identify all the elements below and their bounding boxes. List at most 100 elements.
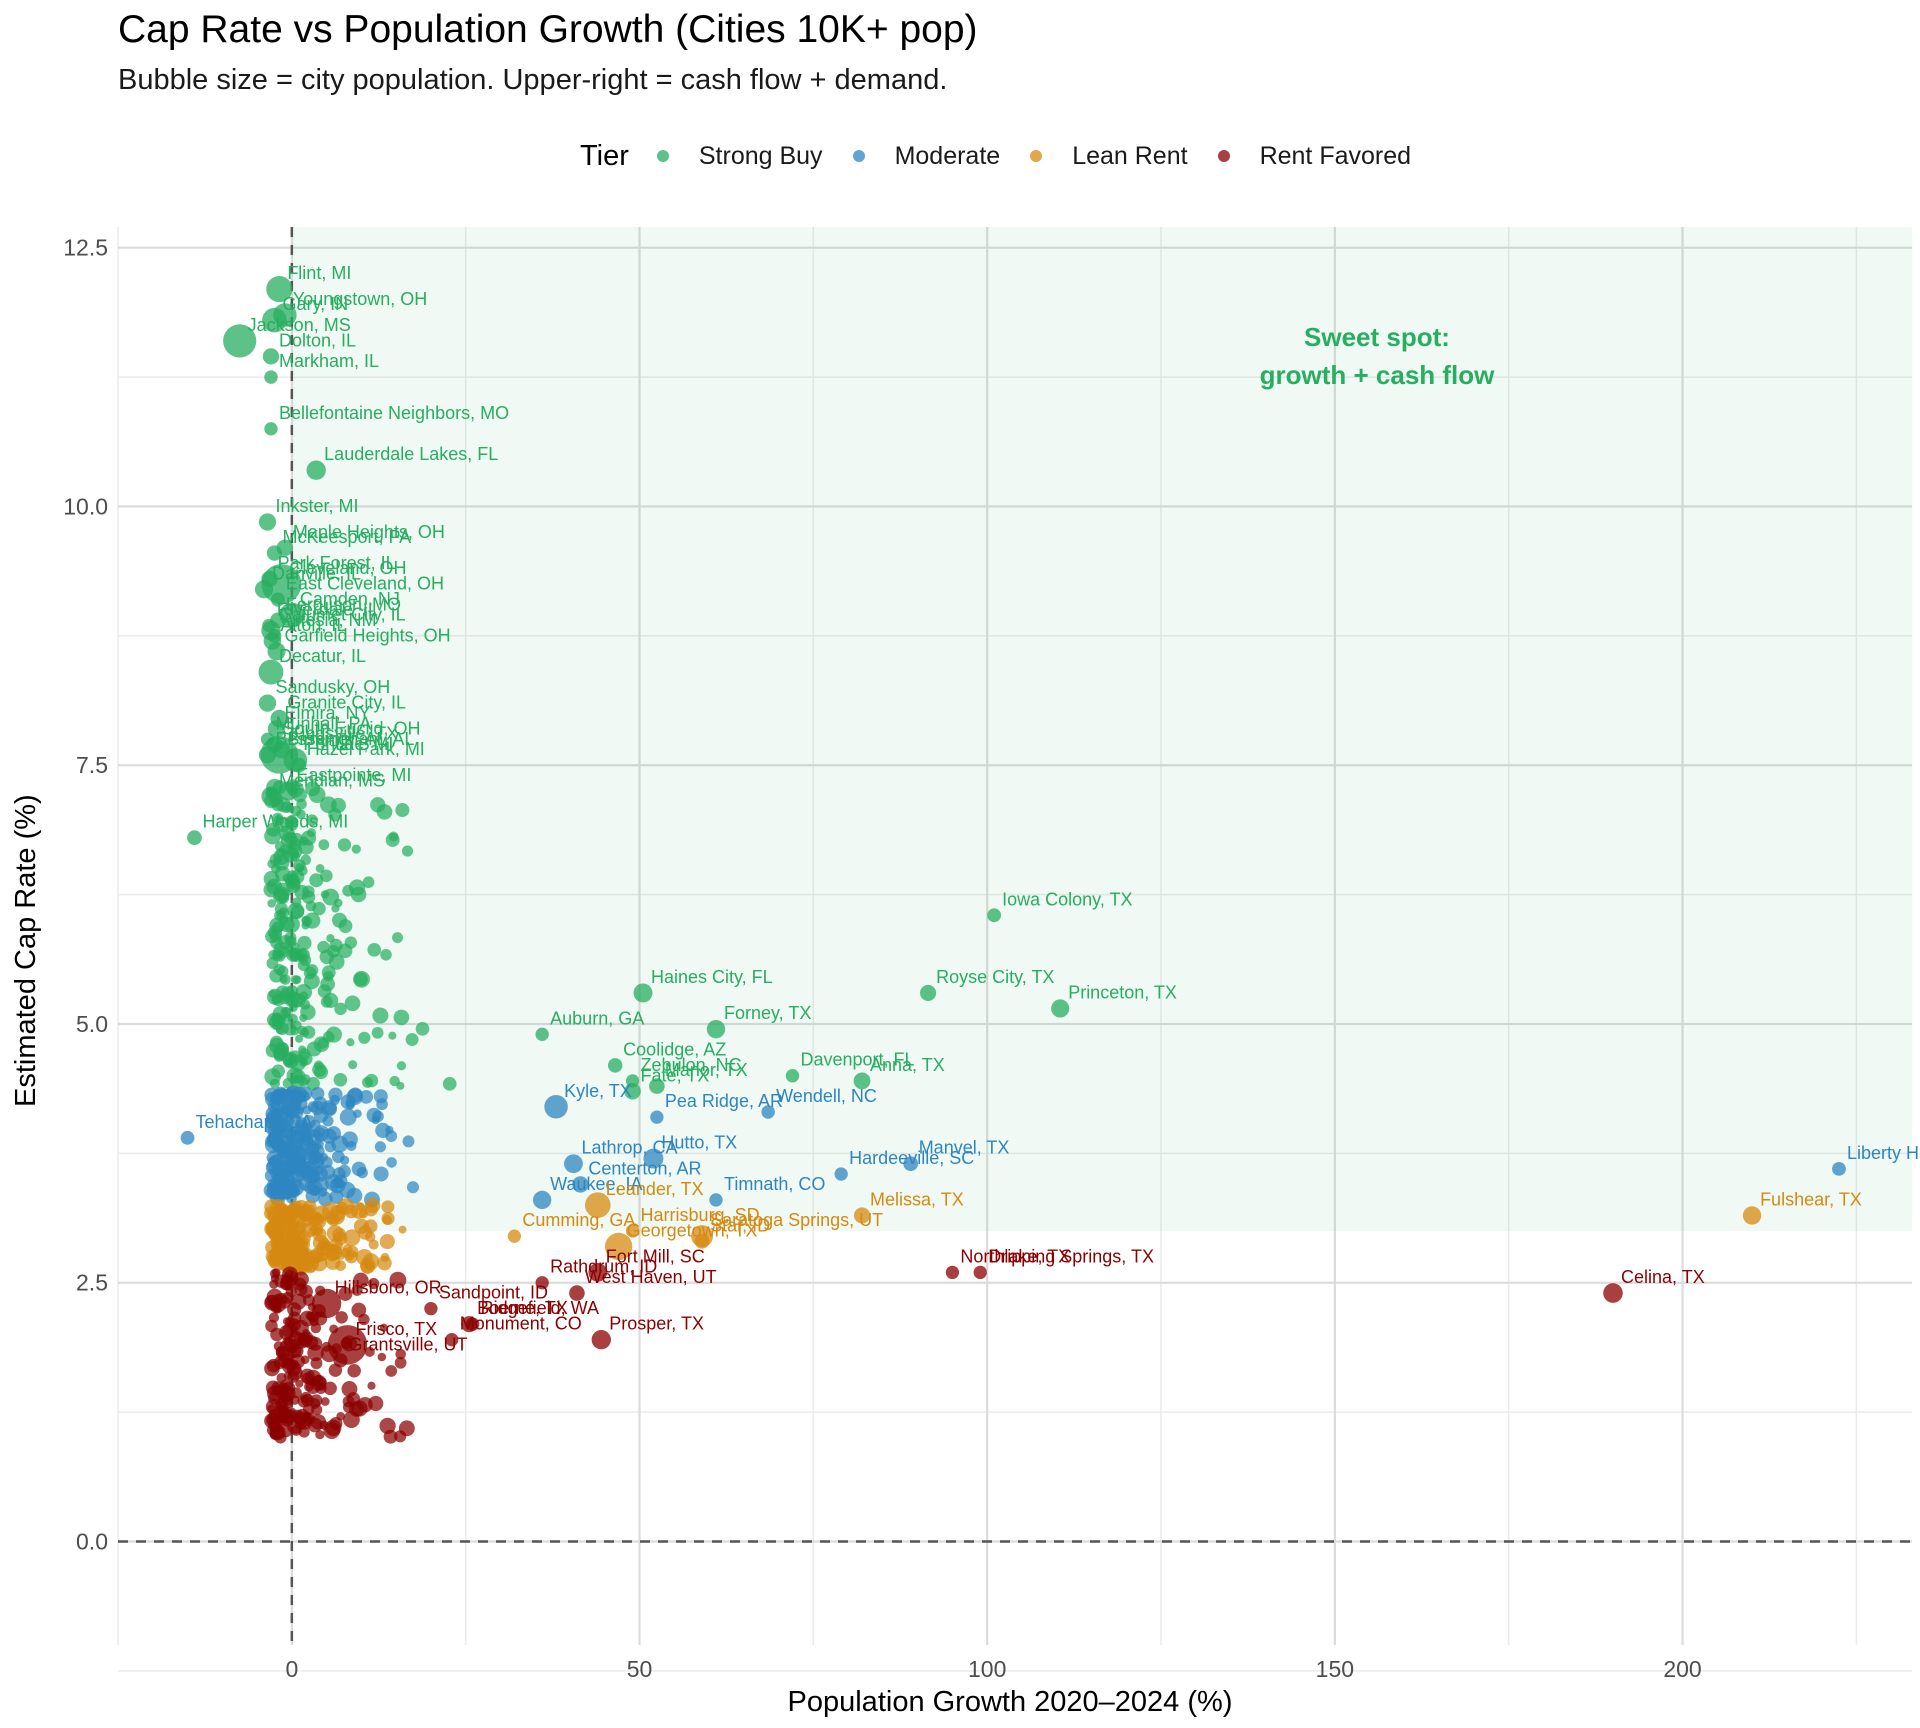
- data-point-background: [332, 1177, 344, 1189]
- point-label: Calumet City, IL: [279, 605, 406, 625]
- data-point-background: [309, 1119, 321, 1132]
- data-point-background: [275, 951, 286, 962]
- data-point-background: [380, 1252, 390, 1262]
- point-label: Kingsville, TX: [289, 724, 398, 744]
- point-label: Elmira, NY: [285, 703, 371, 723]
- legend-key-strong-buy: [656, 150, 669, 162]
- y-axis-label: Estimated Cap Rate (%): [10, 794, 42, 1107]
- data-point-background: [351, 1284, 363, 1296]
- data-point-background: [367, 1381, 376, 1390]
- data-point-background: [297, 1126, 306, 1135]
- data-point-background: [323, 1381, 337, 1396]
- data-point-background: [270, 1274, 280, 1283]
- data-point: [585, 1192, 611, 1218]
- data-point: [694, 1233, 710, 1249]
- data-point-background: [290, 1293, 307, 1310]
- data-point-background: [351, 1302, 367, 1318]
- data-point-background: [415, 1021, 430, 1036]
- data-point-background: [266, 822, 281, 837]
- data-point-background: [359, 1089, 374, 1104]
- data-point-background: [395, 1348, 407, 1360]
- data-point-background: [274, 882, 291, 900]
- data-point-background: [362, 1076, 373, 1088]
- point-label: Riverdale, IL: [277, 599, 378, 619]
- data-point-background: [275, 1025, 285, 1035]
- data-point: [254, 580, 274, 599]
- data-point-background: [319, 949, 335, 965]
- data-point-background: [275, 1142, 286, 1153]
- point-label: Harper Woods, MI: [202, 812, 348, 832]
- data-point-background: [272, 1046, 288, 1061]
- data-point-background: [353, 1109, 362, 1118]
- point-label: Haines City, FL: [651, 967, 773, 987]
- data-point-background: [305, 964, 319, 977]
- data-point-background: [373, 1166, 389, 1182]
- point-label: Hillsboro, OR: [335, 1277, 442, 1297]
- data-point-background: [273, 1385, 284, 1396]
- data-point-background: [314, 1165, 324, 1175]
- x-tick-label: 200: [1663, 1656, 1701, 1682]
- data-point-background: [315, 1429, 325, 1440]
- y-tick-label: 5.0: [76, 1011, 108, 1037]
- point-label: Forney, TX: [724, 1003, 811, 1023]
- data-point-background: [334, 1002, 347, 1016]
- point-label: Youngstown, OH: [293, 289, 427, 309]
- data-point-background: [307, 1101, 319, 1113]
- data-point-background: [280, 1406, 298, 1424]
- point-label: West Haven, UT: [585, 1267, 717, 1287]
- data-point-background: [300, 854, 312, 866]
- data-point-background: [312, 1227, 327, 1242]
- data-point-background: [339, 1108, 357, 1126]
- data-point-background: [332, 1150, 345, 1164]
- data-point: [643, 1148, 664, 1169]
- data-point-background: [347, 1364, 361, 1378]
- data-point-background: [265, 1319, 278, 1333]
- data-point-background: [346, 1088, 364, 1106]
- point-label: Tehachapi, CA: [196, 1112, 313, 1132]
- data-point-background: [395, 803, 410, 818]
- data-point: [945, 1265, 960, 1280]
- point-label: Grantsville, UT: [349, 1334, 468, 1354]
- data-point-background: [279, 915, 288, 925]
- data-point-background: [286, 1067, 303, 1084]
- point-label: Bessemer, AL: [276, 729, 387, 749]
- data-point-background: [401, 845, 414, 857]
- sweet-spot-annotation: Sweet spot: growth + cash flow: [1252, 318, 1502, 394]
- data-point: [650, 1110, 664, 1124]
- data-point-background: [388, 1031, 397, 1040]
- legend: Tier Strong Buy Moderate Lean Rent Rent …: [580, 138, 1441, 174]
- data-point: [1051, 999, 1070, 1018]
- data-point-background: [294, 885, 310, 900]
- point-label: Georgetown, TX: [627, 1221, 758, 1241]
- data-point-background: [305, 1141, 320, 1156]
- data-point-background: [309, 1398, 321, 1409]
- data-point: [180, 1130, 195, 1145]
- data-point-background: [306, 828, 316, 838]
- data-point-background: [356, 1167, 368, 1179]
- data-point-background: [290, 1026, 299, 1036]
- data-point-background: [328, 1087, 343, 1102]
- data-point: [187, 830, 202, 846]
- data-point-background: [273, 1305, 282, 1314]
- point-label: Anna, TX: [870, 1055, 945, 1075]
- point-label: Sandpoint, ID: [439, 1283, 548, 1303]
- data-point-background: [297, 1334, 309, 1347]
- point-label: East Cleveland, OH: [286, 574, 444, 594]
- data-point-background: [374, 1141, 387, 1153]
- data-point-background: [442, 1076, 457, 1091]
- data-point-background: [386, 1157, 397, 1168]
- data-point-background: [288, 1089, 305, 1105]
- data-point-background: [269, 1078, 280, 1089]
- point-label: Granite City, IL: [287, 693, 406, 713]
- data-point-background: [317, 984, 332, 998]
- data-point-background: [379, 1323, 388, 1332]
- legend-item-lean-rent: Lean Rent: [1030, 142, 1188, 171]
- legend-label-strong-buy: Strong Buy: [698, 141, 823, 170]
- data-point-background: [290, 1354, 305, 1369]
- data-point-background: [271, 921, 284, 933]
- data-point: [564, 1154, 583, 1174]
- data-point-background: [316, 1241, 331, 1256]
- point-label: Flint, MI: [287, 263, 351, 283]
- legend-label-moderate: Moderate: [894, 141, 1001, 170]
- data-point: [987, 908, 1002, 923]
